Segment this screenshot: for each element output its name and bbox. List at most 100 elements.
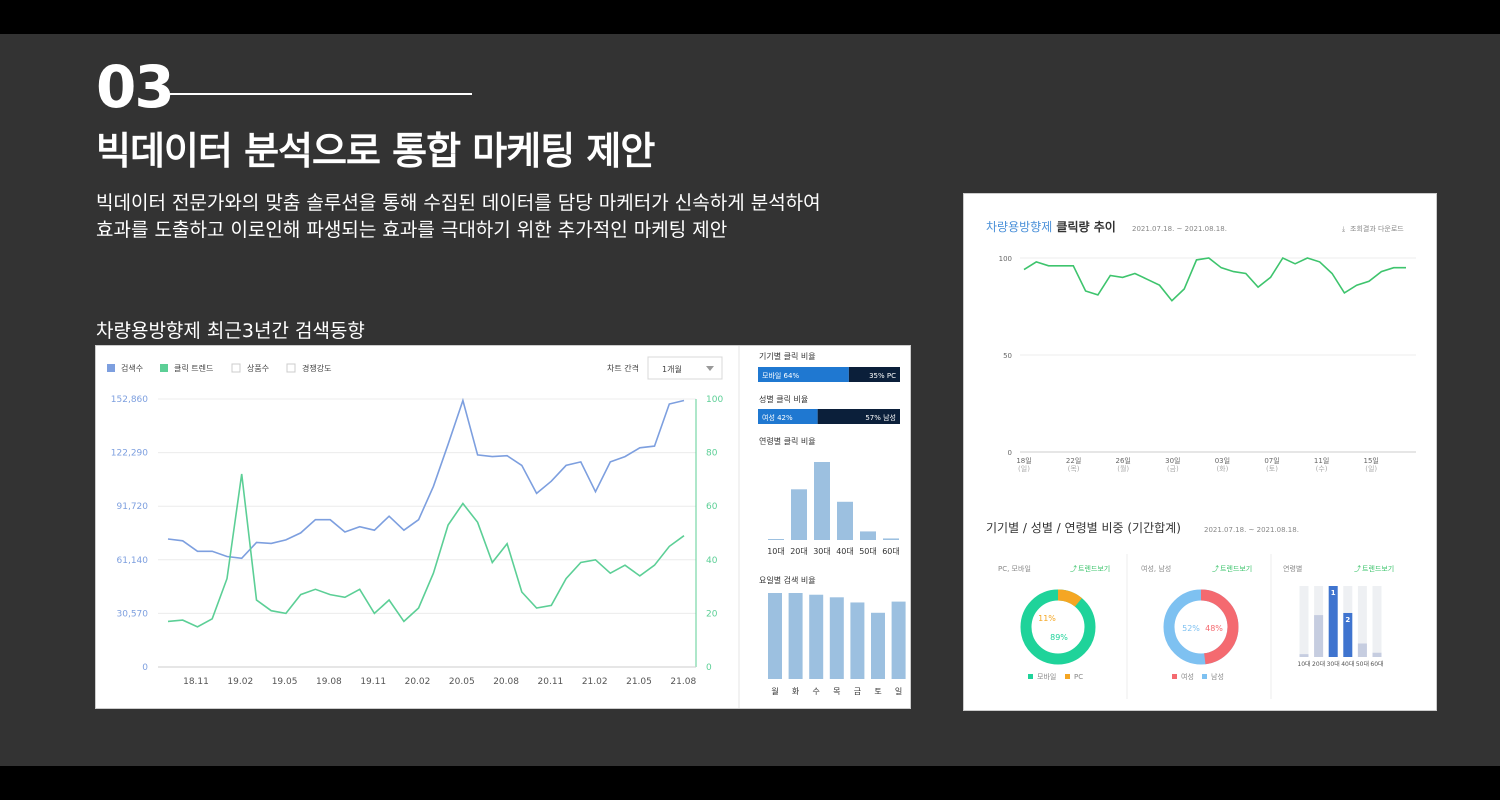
weekday-bar-label: 일 bbox=[895, 687, 902, 696]
x-tick: 20.11 bbox=[538, 677, 564, 687]
y-tick: 0 bbox=[1008, 449, 1012, 457]
weekday-bar-label: 월 bbox=[771, 686, 778, 696]
x-tick: 20.08 bbox=[493, 677, 519, 687]
x-tick: 19.11 bbox=[360, 677, 386, 687]
gender-trend-link-label[interactable]: 트렌드보기 bbox=[1220, 564, 1252, 573]
age-bar-label: 20대 bbox=[790, 547, 808, 556]
age-share-chart: 10대 20대 1 30대 2 40대 50대 60대 bbox=[1297, 586, 1384, 668]
gender-female-label: 여성 42% bbox=[762, 413, 793, 422]
age-bar bbox=[1372, 652, 1382, 657]
weekday-ratio-title: 요일별 검색 비율 bbox=[759, 575, 816, 585]
age-bar-label: 60대 bbox=[882, 547, 900, 556]
device-trend-link-label[interactable]: 트렌드보기 bbox=[1078, 564, 1110, 573]
age-bar-track bbox=[1372, 586, 1382, 657]
age-bar bbox=[768, 539, 784, 540]
chevron-down-icon[interactable] bbox=[706, 366, 714, 371]
device-donut-segment bbox=[1020, 589, 1096, 665]
weekday-bar bbox=[809, 594, 824, 679]
x-tick: 18.11 bbox=[183, 677, 209, 687]
x-tick: 21.02 bbox=[582, 677, 608, 687]
y-right-tick: 0 bbox=[706, 663, 712, 673]
x-tick-day: 03일 bbox=[1215, 456, 1230, 465]
y-left-tick: 61,140 bbox=[117, 556, 149, 566]
y-left-tick: 0 bbox=[142, 663, 148, 673]
x-tick-dow: (일) bbox=[1018, 464, 1030, 473]
description-line-2: 효과를 도출하고 이로인해 파생되는 효과를 극대하기 위한 추가적인 마케팅 … bbox=[96, 219, 728, 241]
search-trend-chart: 검색수 클릭 트렌드 상품수 경쟁강도 차트 간격 1개월 0 0 30,570 20… bbox=[107, 346, 906, 708]
device-trend-link[interactable]: ⤴ 트렌드보기 bbox=[1070, 564, 1110, 573]
age-bar bbox=[837, 501, 853, 540]
weekday-bar bbox=[891, 601, 906, 679]
click-volume-line bbox=[1023, 256, 1406, 302]
click-trend-panel: 차량용방향제 클릭량 추이 2021.07.18. ~ 2021.08.18. … bbox=[963, 193, 1437, 711]
slide: 03 빅데이터 분석으로 통합 마케팅 제안 빅데이터 전문가와의 맞춤 솔루션… bbox=[0, 34, 1500, 766]
age-bar bbox=[791, 489, 807, 540]
download-link[interactable]: ⤓ 조회결과 다운로드 bbox=[1342, 224, 1404, 233]
trend-link-icon[interactable]: ⤴ bbox=[1354, 564, 1361, 573]
interval-select-box[interactable] bbox=[647, 356, 723, 380]
device-pc-pct: 11% bbox=[1038, 614, 1056, 623]
click-trend-period: 2021.07.18. ~ 2021.08.18. bbox=[1132, 225, 1227, 233]
gender-male-label: 57% 남성 bbox=[865, 413, 896, 422]
device-donut-base bbox=[1020, 589, 1096, 665]
age-bar-label: 40대 bbox=[836, 547, 854, 556]
gender-trend-link[interactable]: ⤴ 트렌드보기 bbox=[1212, 564, 1252, 573]
age-bar-label: 20대 bbox=[1312, 660, 1325, 668]
trend-axes: 0 0 30,570 20 61,140 40 91,720 60 122,290 80 152,8… bbox=[111, 395, 724, 687]
x-tick-dow: (목) bbox=[1068, 465, 1080, 473]
slide-title: 빅데이터 분석으로 통합 마케팅 제안 bbox=[96, 129, 655, 173]
device-legend-pc-swatch bbox=[1065, 674, 1070, 679]
interval-select[interactable]: 1개월 bbox=[647, 356, 723, 380]
legend-search-swatch[interactable] bbox=[107, 364, 115, 372]
x-tick: 19.02 bbox=[227, 677, 253, 687]
interval-label: 차트 간격 bbox=[607, 363, 639, 373]
weekday-bar bbox=[788, 593, 803, 679]
legend-click-swatch[interactable] bbox=[160, 364, 168, 372]
x-tick-day: 15일 bbox=[1364, 456, 1379, 465]
age-bar-label: 40대 bbox=[1341, 660, 1354, 668]
age-bar-label: 30대 bbox=[813, 547, 831, 556]
legend-competition-label[interactable]: 경쟁강도 bbox=[302, 363, 331, 373]
legend-products-swatch[interactable] bbox=[231, 363, 241, 373]
interval-select-value[interactable]: 1개월 bbox=[662, 364, 682, 374]
age-trend-link[interactable]: ⤴ 트렌드보기 bbox=[1354, 564, 1394, 573]
device-legend-mobile: 모바일 bbox=[1037, 672, 1056, 681]
description-line-1: 빅데이터 전문가와의 맞춤 솔루션을 통해 수집된 데이터를 담당 마케터가 신… bbox=[96, 192, 821, 214]
y-tick: 50 bbox=[1003, 352, 1012, 360]
age-bar bbox=[1299, 654, 1309, 657]
x-tick-dow: (일) bbox=[1365, 464, 1377, 473]
y-right-tick: 40 bbox=[706, 556, 718, 566]
click-trend-title-brand: 차량용방향제 bbox=[986, 220, 1052, 234]
search-count-line bbox=[167, 397, 685, 560]
gender-donut bbox=[1163, 589, 1239, 665]
age-bar-label: 50대 bbox=[859, 547, 877, 556]
weekday-bar bbox=[871, 612, 885, 679]
legend-click-label[interactable]: 클릭 트렌드 bbox=[174, 363, 213, 373]
trend-link-icon[interactable]: ⤴ bbox=[1212, 564, 1219, 573]
age-bar bbox=[883, 538, 899, 540]
device-pc-label: 35% PC bbox=[869, 372, 896, 380]
gender-share-title: 여성, 남성 bbox=[1141, 564, 1171, 573]
gender-female-pct: 48% bbox=[1205, 624, 1223, 633]
download-label[interactable]: 조회결과 다운로드 bbox=[1350, 224, 1404, 233]
x-tick-day: 26일 bbox=[1116, 456, 1131, 465]
trend-link-icon[interactable]: ⤴ bbox=[1070, 564, 1077, 573]
gender-donut-segment bbox=[1163, 589, 1239, 665]
gender-legend-male: 남성 bbox=[1211, 672, 1224, 681]
legend-search-label[interactable]: 검색수 bbox=[121, 363, 143, 373]
legend-competition-swatch[interactable] bbox=[286, 363, 296, 373]
download-icon[interactable]: ⤓ bbox=[1342, 225, 1345, 233]
y-left-tick: 152,860 bbox=[111, 395, 148, 405]
age-bar-track bbox=[1357, 586, 1367, 657]
age-bar bbox=[860, 531, 876, 540]
x-tick-day: 07일 bbox=[1264, 456, 1279, 465]
trend-grid bbox=[158, 398, 696, 668]
weekday-bar-label: 목 bbox=[833, 687, 840, 696]
age-trend-link-label[interactable]: 트렌드보기 bbox=[1362, 564, 1394, 573]
y-right-tick: 100 bbox=[706, 395, 723, 405]
gender-ratio-title: 성별 클릭 비율 bbox=[759, 394, 808, 404]
legend-products-label[interactable]: 상품수 bbox=[247, 363, 269, 373]
age-bar-track bbox=[1299, 586, 1309, 657]
device-donut bbox=[1020, 589, 1096, 665]
